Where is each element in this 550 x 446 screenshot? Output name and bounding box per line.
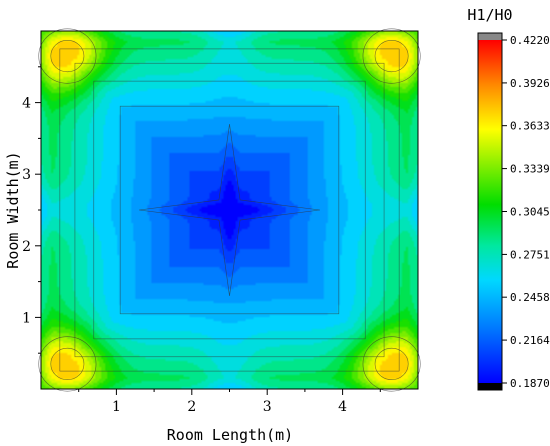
x-tick-label: 1 (112, 399, 121, 415)
colorbar-tick-label: 0.3926 (510, 77, 550, 90)
contour-line (38, 336, 97, 392)
colorbar-gradient (478, 40, 502, 383)
y-axis: 1 2 3 4 (22, 66, 41, 354)
colorbar-tick-label: 0.2751 (510, 248, 550, 261)
x-tick-label: 4 (338, 399, 347, 415)
colorbar-tick-label: 0.2458 (510, 291, 550, 304)
contour-line (59, 48, 400, 372)
contour-line (38, 28, 97, 84)
contour-line (50, 40, 85, 73)
contour-line (50, 347, 85, 380)
y-axis-label: Room Width(m) (4, 151, 22, 268)
x-axis: 1 2 3 4 (78, 389, 381, 415)
x-axis-label: Room Length(m) (167, 426, 293, 444)
plot-area: 1 2 3 4 1 2 3 4 (22, 28, 421, 415)
x-tick-label: 3 (263, 399, 272, 415)
colorbar-tick-label: 0.3339 (510, 163, 550, 176)
contour-line (119, 105, 340, 315)
y-tick-label: 2 (22, 239, 31, 255)
colorbar-tick-label: 0.3633 (510, 120, 550, 133)
contour-line (374, 347, 409, 380)
contour-line (93, 80, 366, 340)
colorbar-under-swatch (478, 383, 502, 390)
contour-line (74, 62, 385, 358)
contour-lines (38, 28, 421, 392)
colorbar-tick-label: 0.3045 (510, 206, 550, 219)
contour-line (374, 40, 409, 73)
colorbar-tick-label: 0.2164 (510, 334, 550, 347)
colorbar-tick-label: 0.1870 (510, 377, 550, 390)
colorbar-over-swatch (478, 33, 502, 40)
colorbar-tick-label: 0.4220 (510, 34, 550, 47)
contour-field (41, 31, 418, 389)
contour-line (362, 28, 421, 84)
colorbar: H1/H0 0.4220 0.3926 0.3633 0.3339 0.3045 0.27… (467, 6, 550, 391)
x-tick-label: 2 (187, 399, 196, 415)
contour-line (138, 124, 321, 296)
contour-line (362, 336, 421, 392)
y-tick-label: 3 (22, 167, 31, 183)
y-tick-label: 4 (22, 96, 31, 112)
colorbar-title: H1/H0 (467, 6, 512, 24)
colorbar-ticks: 0.4220 0.3926 0.3633 0.3339 0.3045 0.2751 0.24… (502, 34, 550, 390)
y-tick-label: 1 (22, 310, 31, 326)
